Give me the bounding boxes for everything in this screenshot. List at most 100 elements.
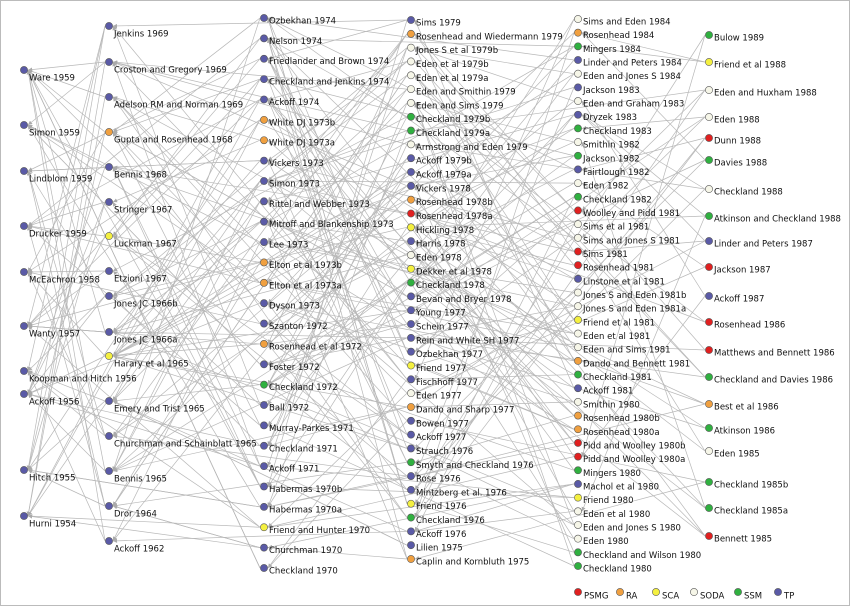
node — [105, 22, 113, 30]
citation-edge — [112, 355, 408, 449]
legend-swatch — [734, 588, 742, 596]
node-label: Rose 1976 — [416, 475, 461, 485]
node — [407, 168, 415, 176]
node — [407, 320, 415, 328]
citation-edge — [267, 302, 575, 430]
node — [574, 356, 582, 365]
node — [105, 467, 113, 475]
node-label: Jones S and Eden 1981b — [582, 291, 686, 301]
node-label: Churchman 1970 — [269, 546, 342, 556]
node-label: Linstone et al 1981 — [583, 277, 665, 287]
citation-edge — [26, 69, 106, 542]
node — [105, 352, 113, 360]
node — [574, 261, 582, 270]
node-label: Friend 1976 — [416, 502, 466, 512]
node — [574, 138, 582, 146]
node — [105, 397, 113, 405]
node-label: Jackson 1987 — [713, 266, 771, 276]
citation-edge — [414, 335, 706, 351]
node — [574, 302, 582, 311]
citation-edge — [112, 61, 408, 366]
citation-edge — [267, 384, 575, 512]
citation-edge — [27, 124, 261, 508]
node-label: Matthews and Bennett 1986 — [714, 349, 835, 359]
node — [407, 71, 415, 80]
citation-edge — [581, 137, 706, 171]
node — [20, 367, 28, 375]
citation-edge — [112, 337, 408, 472]
node — [705, 424, 713, 432]
citation-edge — [414, 75, 575, 321]
node — [705, 373, 713, 381]
node — [407, 361, 415, 370]
node-label: Eden and Jones S 1980 — [583, 523, 681, 533]
node — [574, 439, 582, 447]
citation-edge — [414, 144, 706, 537]
node — [20, 268, 28, 276]
node-label: Ackoff 1977 — [416, 433, 466, 443]
citation-edge — [112, 295, 261, 447]
node — [407, 472, 415, 480]
node — [260, 136, 268, 145]
citation-edge — [414, 116, 706, 311]
citation-edge — [581, 360, 706, 405]
node — [407, 541, 415, 550]
node-label: Ackoff 1987 — [714, 295, 764, 305]
node-label: Friend et al 1981 — [583, 318, 655, 328]
citation-edge — [112, 88, 408, 357]
node — [20, 466, 28, 474]
citation-edge — [267, 483, 575, 549]
citation-edge — [267, 128, 575, 243]
node — [574, 233, 582, 242]
node-label: Checkland 1981 — [583, 373, 652, 383]
node-label: Jackson 1982 — [582, 154, 640, 164]
citation-edge — [414, 34, 706, 491]
citation-edge — [112, 254, 408, 333]
citation-edge — [267, 130, 408, 508]
node — [407, 430, 415, 439]
node — [105, 328, 113, 336]
citation-edge — [27, 69, 261, 304]
node — [407, 444, 415, 453]
node — [260, 115, 268, 124]
node-label: Davies 1988 — [714, 159, 767, 169]
citation-edge — [414, 75, 706, 378]
citation-edge — [27, 324, 261, 345]
citation-edge — [112, 201, 261, 472]
node-label: Checkland 1985a — [714, 507, 788, 517]
node-label: Habermas 1970b — [269, 485, 342, 495]
node-label: Rosenhead et al 1972 — [269, 342, 362, 352]
citation-edge — [27, 170, 106, 297]
citation-edge — [27, 124, 106, 168]
node — [407, 416, 415, 425]
node-label: Ball 1972 — [269, 404, 309, 414]
citation-edge — [267, 180, 408, 463]
citation-edge — [112, 96, 261, 141]
citation-edge — [267, 484, 575, 498]
citation-edge — [27, 392, 261, 447]
citation-edge — [414, 337, 706, 429]
citation-edge — [267, 220, 408, 242]
citation-edge — [267, 38, 408, 366]
node — [574, 274, 582, 283]
citation-edge — [414, 223, 575, 532]
node — [574, 56, 582, 64]
node-label: Ackoff 1979a — [416, 171, 472, 181]
node — [407, 209, 415, 218]
node-label: Atkinson and Checkland 1988 — [714, 215, 841, 225]
citation-edge — [414, 268, 706, 405]
legend-swatch — [616, 588, 624, 596]
citation-edge — [414, 159, 706, 449]
citation-edge — [267, 240, 575, 307]
citation-edge — [27, 119, 261, 273]
citation-edge — [27, 355, 106, 395]
citation-edge — [112, 221, 261, 297]
node-label: Jenkins 1969 — [113, 30, 169, 40]
node — [574, 534, 582, 543]
citation-edge — [414, 102, 575, 348]
citation-edge — [267, 61, 408, 161]
citation-edge — [267, 16, 575, 61]
node-label: Adelson RM and Norman 1969 — [114, 101, 243, 111]
citation-edge — [27, 69, 106, 133]
node — [105, 502, 113, 510]
